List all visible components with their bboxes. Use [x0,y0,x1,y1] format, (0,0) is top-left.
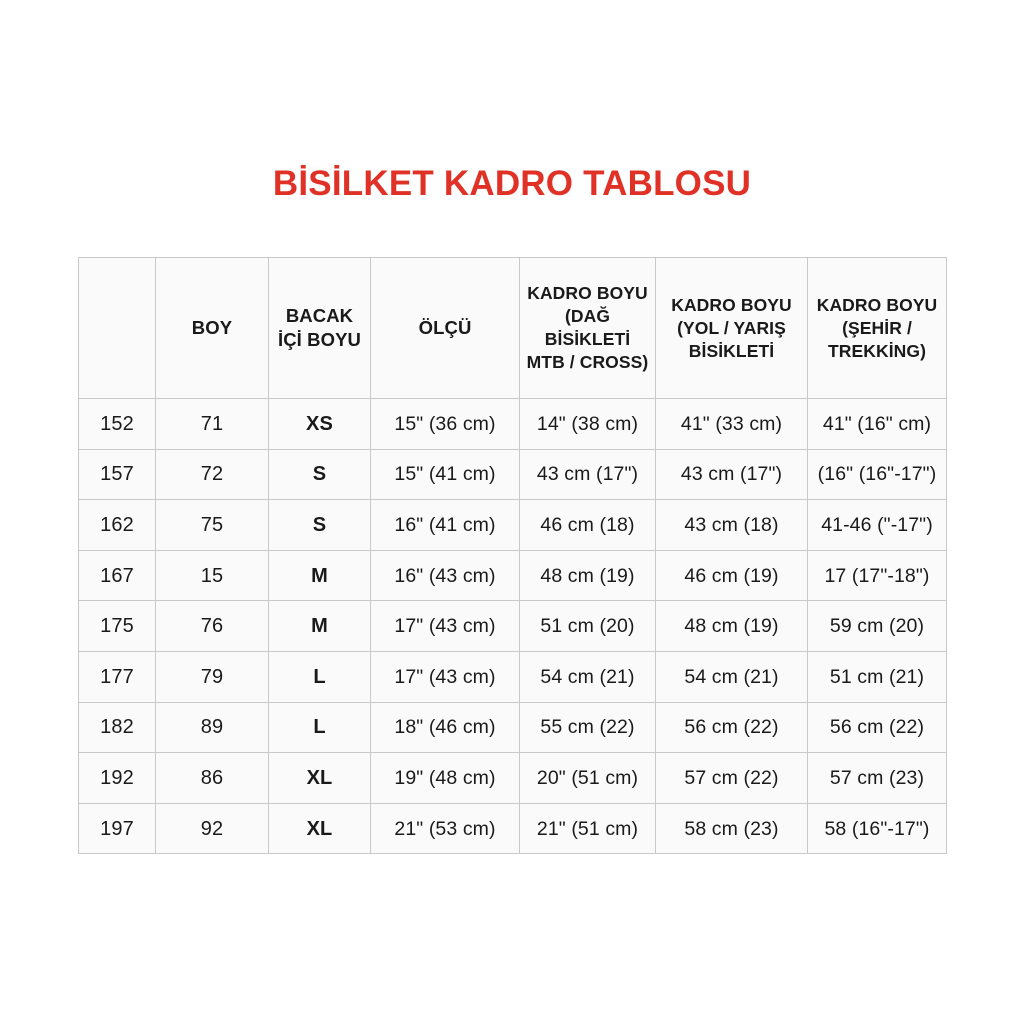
cell-kadro-yol: 43 cm (17") [655,448,808,501]
cell-kadro-dag: 21" (51 cm) [519,802,656,855]
cell-olcu: M [268,549,371,602]
cell-olcu-inch: 15" (41 cm) [370,448,520,501]
table-row: 175 76 M 17" (43 cm) 51 cm (20) 48 cm (19) 59 … [78,600,947,652]
cell-olcu-inch: 18" (46 cm) [370,701,520,754]
cell-olcu: S [268,448,371,501]
header-cell-bacak-ici-boyu: BACAK İÇİ BOYU [268,257,371,399]
header-cell-kadro-boyu-dag-bisikleti: KADRO BOYU (DAĞ BİSİKLETİ MTB / CROSS) [519,257,656,399]
cell-boy: 192 [78,752,156,804]
header-row: BOY BACAK İÇİ BOYU ÖLÇÜ KADRO BOYU (DAĞ … [78,257,947,399]
page-title: BİSİLKET KADRO TABLOSU [272,164,752,203]
cell-kadro-dag: 20" (51 cm) [519,752,656,804]
cell-kadro-sehir: 57 cm (23) [807,752,947,804]
cell-kadro-yol: 54 cm (21) [655,650,808,703]
cell-kadro-dag: 51 cm (20) [519,600,656,652]
cell-olcu: L [268,650,371,703]
cell-kadro-sehir: 41-46 ("-17") [807,499,947,551]
cell-olcu: XL [268,752,371,804]
cell-bacak-ici-boyu: 92 [155,802,269,855]
cell-kadro-sehir: 58 (16"-17") [807,802,947,855]
cell-bacak-ici-boyu: 75 [155,499,269,551]
cell-kadro-sehir: 59 cm (20) [807,600,947,652]
cell-kadro-yol: 48 cm (19) [655,600,808,652]
cell-bacak-ici-boyu: 89 [155,701,269,754]
cell-olcu-inch: 16" (43 cm) [370,549,520,602]
cell-bacak-ici-boyu: 86 [155,752,269,804]
cell-olcu-inch: 17" (43 cm) [370,650,520,703]
cell-olcu-inch: 17" (43 cm) [370,600,520,652]
cell-boy: 157 [78,448,156,501]
cell-bacak-ici-boyu: 76 [155,600,269,652]
cell-kadro-sehir: 41" (16" cm) [807,398,947,450]
table-row: 157 72 S 15" (41 cm) 43 cm (17") 43 cm (17")(… [78,448,947,501]
header-cell-accent-block [78,257,156,399]
cell-boy: 177 [78,650,156,703]
table-row: 192 86 XL 19" (48 cm) 20" (51 cm) 57 cm (22) 5… [78,752,947,804]
cell-boy: 175 [78,600,156,652]
cell-boy: 197 [78,802,156,855]
cell-boy: 167 [78,549,156,602]
cell-bacak-ici-boyu: 79 [155,650,269,703]
cell-olcu-inch: 15" (36 cm) [370,398,520,450]
header-cell-olcu: ÖLÇÜ [370,257,520,399]
cell-kadro-yol: 41" (33 cm) [655,398,808,450]
cell-kadro-yol: 58 cm (23) [655,802,808,855]
cell-boy: 152 [78,398,156,450]
cell-olcu: XS [268,398,371,450]
cell-olcu: XL [268,802,371,855]
cell-olcu: L [268,701,371,754]
header-cell-boy: BOY [155,257,269,399]
cell-kadro-dag: 55 cm (22) [519,701,656,754]
cell-kadro-yol: 46 cm (19) [655,549,808,602]
cell-olcu-inch: 21" (53 cm) [370,802,520,855]
cell-kadro-dag: 14" (38 cm) [519,398,656,450]
cell-kadro-sehir: (16" (16"-17") [807,448,947,501]
cell-kadro-yol: 56 cm (22) [655,701,808,754]
cell-kadro-sehir: 56 cm (22) [807,701,947,754]
cell-kadro-yol: 57 cm (22) [655,752,808,804]
cell-bacak-ici-boyu: 72 [155,448,269,501]
cell-olcu: S [268,499,371,551]
table-row: 177 79 L 17" (43 cm) 54 cm (21) 54 cm (21) 51 … [78,650,947,703]
cell-olcu-inch: 19" (48 cm) [370,752,520,804]
cell-bacak-ici-boyu: 15 [155,549,269,602]
cell-boy: 162 [78,499,156,551]
cell-kadro-sehir: 51 cm (21) [807,650,947,703]
table-row: 152 71 XS 15" (36 cm) 14" (38 cm) 41" (33 cm)… [78,398,947,450]
cell-kadro-yol: 43 cm (18) [655,499,808,551]
header-cell-kadro-boyu-yol-yaris: KADRO BOYU (YOL / YARIŞ BİSİKLETİ [655,257,808,399]
bicycle-frame-size-table: BOY BACAK İÇİ BOYU ÖLÇÜ KADRO BOYU (DAĞ … [78,257,947,855]
table-header: BOY BACAK İÇİ BOYU ÖLÇÜ KADRO BOYU (DAĞ … [78,257,947,399]
table-row: 182 89 L 18" (46 cm) 55 cm (22) 56 cm (22) 56 … [78,701,947,754]
cell-kadro-dag: 46 cm (18) [519,499,656,551]
cell-olcu: M [268,600,371,652]
header-cell-kadro-boyu-sehir-trekking: KADRO BOYU (ŞEHİR / TREKKİNG) [807,257,947,399]
cell-bacak-ici-boyu: 71 [155,398,269,450]
table-body: 152 71 XS 15" (36 cm) 14" (38 cm) 41" (33 cm)… [78,398,947,855]
cell-kadro-dag: 54 cm (21) [519,650,656,703]
cell-kadro-dag: 48 cm (19) [519,549,656,602]
table-row: 162 75 S 16" (41 cm) 46 cm (18) 43 cm (18) 41-… [78,499,947,551]
cell-boy: 182 [78,701,156,754]
cell-kadro-dag: 43 cm (17") [519,448,656,501]
table-row: 197 92 XL 21" (53 cm) 21" (51 cm) 58 cm (23) 5… [78,802,947,855]
cell-olcu-inch: 16" (41 cm) [370,499,520,551]
cell-kadro-sehir: 17 (17"-18") [807,549,947,602]
table-row: 167 15 M 16" (43 cm) 48 cm (19) 46 cm (19) 17 … [78,549,947,602]
